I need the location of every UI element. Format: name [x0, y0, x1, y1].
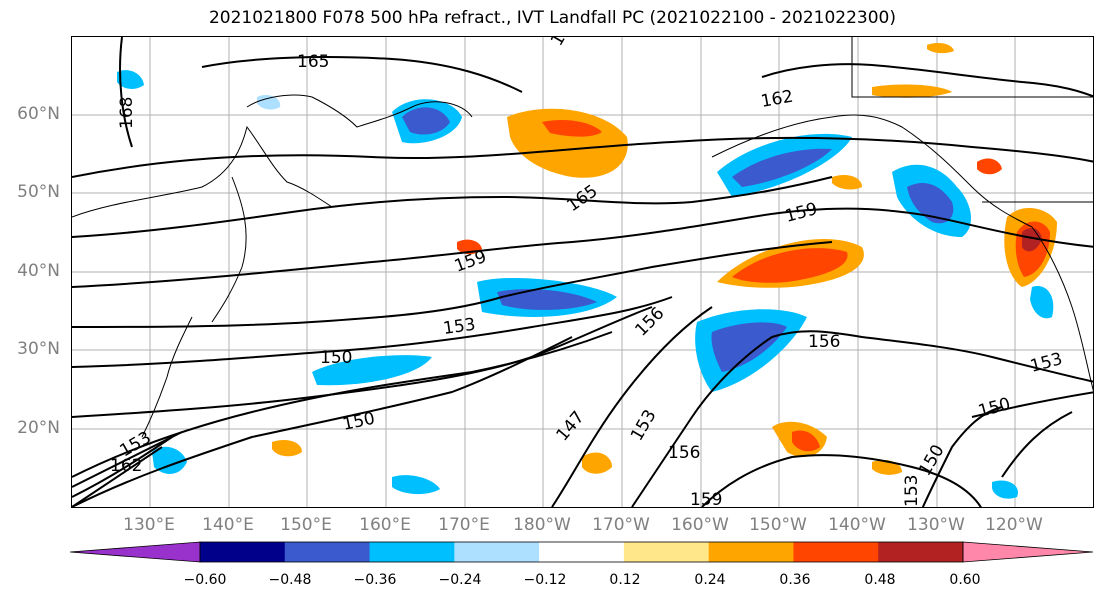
contour-lines — [72, 37, 1093, 507]
lon-label: 150°E — [280, 515, 332, 535]
colorbar-extend-low — [70, 541, 201, 563]
contour-label: 159 — [783, 199, 820, 227]
colorbar-segment — [454, 542, 540, 562]
contour-label: 162 — [110, 456, 142, 476]
contour-label: 159 — [690, 490, 722, 508]
positive-anomaly-regions — [272, 43, 1057, 475]
colorbar-tick: −0.24 — [438, 572, 482, 588]
contour-label: 165 — [297, 52, 329, 72]
lat-label-50n: 50°N — [17, 182, 60, 202]
colorbar-segment — [539, 542, 625, 562]
contour-label: 150 — [320, 348, 352, 368]
colorbar-segment — [200, 542, 286, 562]
lon-label: 120°W — [985, 515, 1043, 535]
colorbar — [70, 541, 1094, 563]
colorbar-tick: −0.12 — [523, 572, 567, 588]
contour-label: 156 — [808, 332, 840, 352]
lon-label: 180°W — [513, 515, 571, 535]
colorbar-segment — [623, 542, 710, 562]
map-canvas: 165 168 162 165 159 159 153 156 150 156 … — [72, 37, 1093, 508]
colorbar-tick: −0.48 — [268, 572, 312, 588]
colorbar-tick: 0.36 — [779, 572, 811, 588]
colorbar-segment — [284, 542, 371, 562]
contour-label: 150 — [976, 394, 1013, 422]
lon-label: 130°E — [123, 515, 175, 535]
lon-label: 140°E — [202, 515, 254, 535]
colorbar-tick: 0.60 — [949, 572, 981, 588]
contour-label: 150 — [915, 441, 949, 479]
colorbar-tick: −0.36 — [353, 572, 397, 588]
lon-label: 170°E — [438, 515, 490, 535]
contour-label: 153 — [442, 315, 477, 339]
colorbar-segment — [878, 542, 964, 562]
lat-label-30n: 30°N — [17, 339, 60, 359]
lat-label-60n: 60°N — [17, 104, 60, 124]
contour-label: 147 — [553, 407, 589, 445]
colorbar-tick: 0.12 — [609, 572, 641, 588]
colorbar-segment — [793, 542, 879, 562]
map-title: 2021021800 F078 500 hPa refract., IVT La… — [208, 8, 896, 28]
lon-label: 160°W — [671, 515, 729, 535]
lat-label-20n: 20°N — [17, 418, 60, 438]
colorbar-tick: −0.60 — [183, 572, 227, 588]
lat-label-40n: 40°N — [17, 261, 60, 281]
colorbar-segment — [708, 542, 794, 562]
lon-label: 140°W — [828, 515, 886, 535]
contour-label: 156 — [668, 443, 700, 463]
contour-label: 153 — [902, 475, 922, 507]
colorbar-tick: 0.24 — [694, 572, 726, 588]
lon-label: 160°E — [359, 515, 411, 535]
colorbar-segment — [369, 542, 455, 562]
colorbar-tick: 0.48 — [864, 572, 896, 588]
contour-label: 168 — [117, 97, 137, 129]
contour-label: 153 — [627, 406, 661, 444]
contour-label: 162 — [759, 87, 794, 112]
map-plot-area: 165 168 162 165 159 159 153 156 150 156 … — [71, 36, 1094, 508]
contour-label: 150 — [341, 409, 377, 435]
contour-label: 153 — [547, 37, 581, 50]
colorbar-extend-high — [962, 541, 1094, 563]
coastlines — [72, 37, 1093, 438]
lon-label: 130°W — [907, 515, 965, 535]
lon-label: 170°W — [592, 515, 650, 535]
lon-label: 150°W — [749, 515, 807, 535]
negative-anomaly-regions — [117, 70, 1054, 499]
contour-label: 156 — [631, 303, 668, 340]
colorbar-frame — [199, 541, 964, 563]
graticule — [72, 37, 1093, 507]
contour-label: 165 — [563, 181, 601, 216]
